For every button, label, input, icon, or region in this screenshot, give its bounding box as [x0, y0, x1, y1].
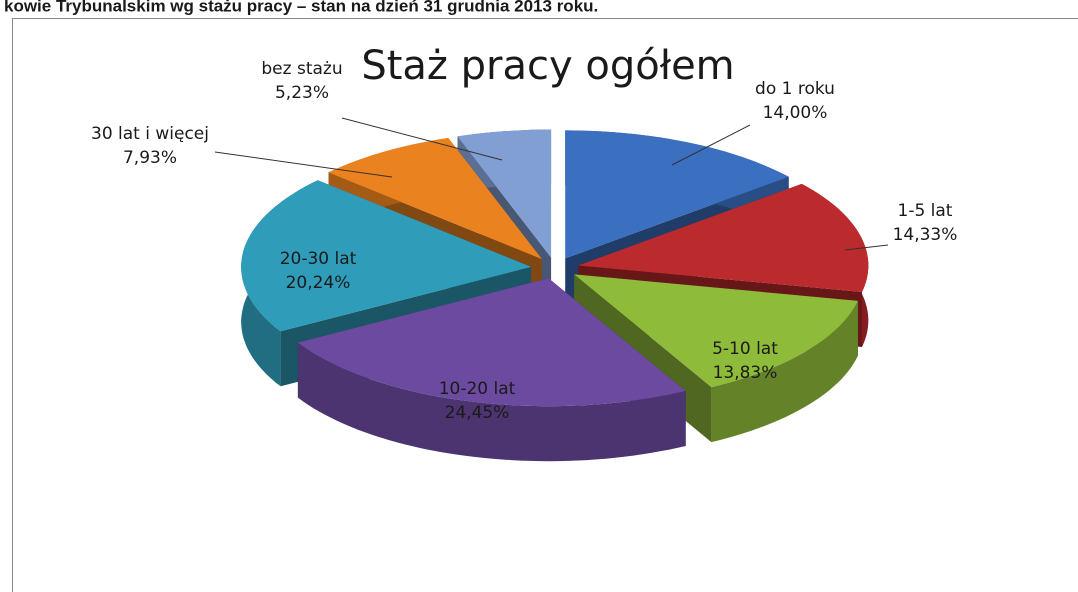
slice — [328, 138, 542, 260]
leader-line — [844, 244, 889, 251]
slice-side — [297, 342, 686, 462]
caption: kowie Trybunalskim wg stażu pracy – stan… — [4, 0, 598, 15]
value-label: 24,45% — [445, 403, 510, 423]
slice-label: 5-10 lat — [712, 339, 778, 359]
value-label: 14,33% — [893, 225, 958, 245]
value-label: 13,83% — [713, 363, 778, 383]
slice — [574, 274, 858, 388]
slice — [565, 130, 789, 259]
slice-side — [711, 300, 858, 443]
slice — [457, 129, 552, 258]
value-label: 20,24% — [286, 273, 351, 293]
slice — [297, 278, 686, 407]
slice-label: 1-5 lat — [898, 201, 953, 221]
slice-label: 30 lat i więcej — [91, 124, 209, 144]
slice — [241, 180, 532, 332]
leader-line — [214, 151, 393, 178]
leader-line — [341, 117, 503, 161]
slice-label: 10-20 lat — [439, 379, 516, 399]
leader-line — [671, 124, 751, 166]
value-label: 5,23% — [275, 83, 329, 103]
slice — [578, 183, 869, 292]
chart-title: Staż pracy ogółem — [361, 43, 734, 89]
value-label: 7,93% — [123, 148, 177, 168]
slice-label: do 1 roku — [755, 79, 835, 99]
value-label: 14,00% — [763, 103, 828, 123]
slice-label: 20-30 lat — [280, 249, 357, 269]
slice-label: bez stażu — [261, 59, 342, 79]
